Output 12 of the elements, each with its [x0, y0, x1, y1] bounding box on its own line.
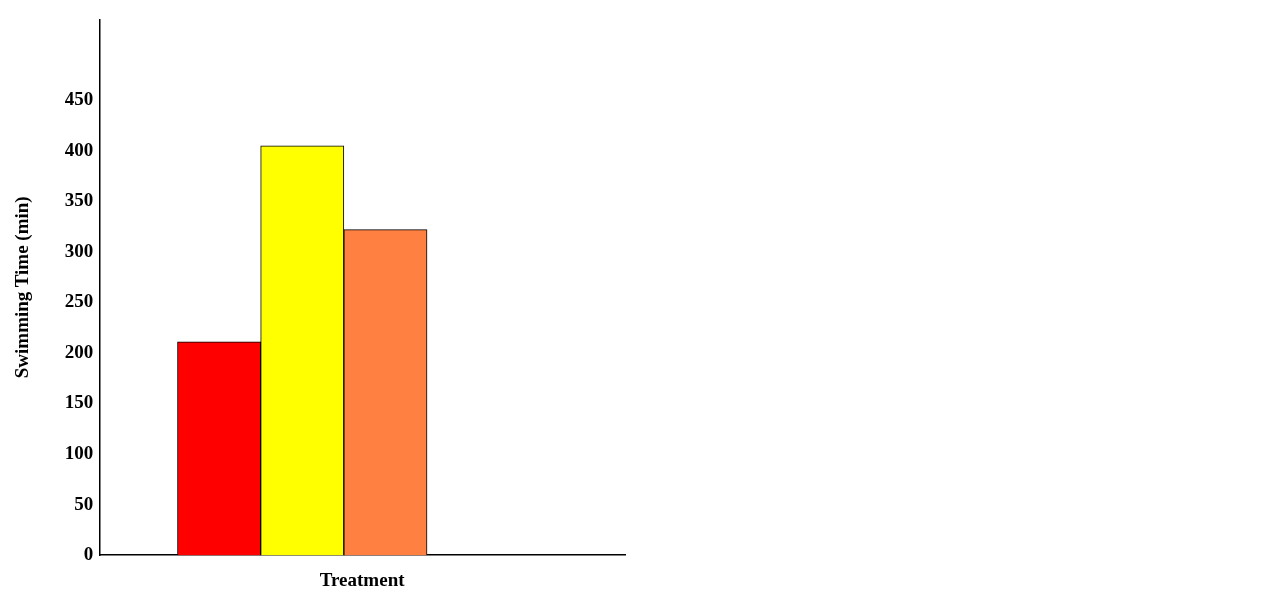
y-tick-label: 450 [64, 88, 94, 110]
x-axis-title: Treatment [319, 568, 406, 590]
y-tick-label: 0 [83, 543, 94, 565]
y-tick-label: 350 [64, 189, 94, 211]
y-tick-label: 250 [64, 290, 94, 312]
y-tick-label: 100 [64, 442, 94, 464]
y-tick-label: 400 [64, 138, 94, 160]
y-axis-title: Swimming Time (min) [11, 196, 34, 379]
y-tick-label: 50 [74, 492, 94, 514]
y-tick-label: 200 [64, 340, 94, 362]
y-tick-label: 300 [64, 239, 94, 261]
y-tick-label: 150 [64, 391, 94, 413]
